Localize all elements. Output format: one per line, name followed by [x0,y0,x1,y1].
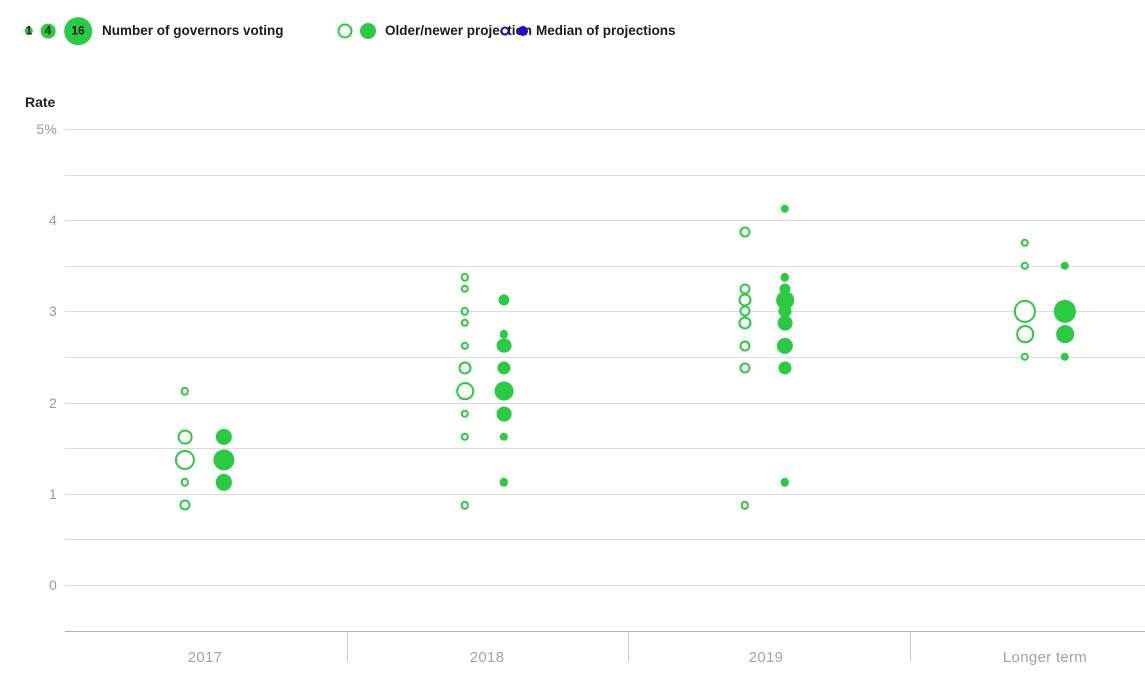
legend-size-bubble-icon [64,17,92,45]
dot-older-projection [174,449,196,470]
gridline [65,129,1145,130]
dot-newer-projection [494,381,514,401]
y-tick-label: 5% [36,121,57,137]
dot-older-projection [458,361,472,375]
y-tick-label: 3 [49,303,57,320]
x-axis-separator [910,632,911,662]
dot-newer-projection [215,474,233,491]
dot-older-projection [739,283,751,295]
dot-older-projection [460,307,470,316]
dot-newer-projection [778,304,792,318]
y-tick-label: 2 [49,394,57,411]
dot-older-projection [460,409,470,419]
dot-newer-projection [496,338,512,353]
dot-newer-projection [780,272,790,282]
dot-older-projection [1020,352,1030,362]
median-filled-icon [518,26,528,36]
dot-older-projection [1020,238,1030,248]
dot-newer-projection [499,329,509,339]
dot-older-projection [460,432,470,441]
gridline [65,265,1145,267]
dot-older-projection [739,340,751,352]
older-projection-icon [337,23,353,39]
y-tick-label: 1 [49,485,57,502]
dot-newer-projection [213,449,235,471]
dot-older-projection [738,293,752,307]
dot-newer-projection [776,291,794,309]
gridline [65,402,1145,404]
legend-size-label: Number of governors voting [102,23,284,39]
dot-older-projection [177,429,193,445]
dot-older-projection [460,272,470,282]
dot-older-projection [739,226,751,238]
dot-newer-projection [780,478,790,487]
gridline [65,493,1145,495]
y-axis-title: Rate [25,94,56,110]
dot-newer-projection [779,283,791,295]
dot-older-projection [460,284,470,293]
dot-newer-projection [1056,325,1074,344]
x-axis-separator [628,632,629,662]
legend-size-bubble-icon [40,23,56,39]
x-category-label: 2018 [469,649,505,666]
dot-older-projection [1020,261,1030,270]
dot-newer-projection [1060,352,1070,362]
x-category-label: 2017 [187,649,223,666]
dot-newer-projection [777,315,793,331]
dot-older-projection [1013,300,1037,323]
dot-newer-projection [778,361,792,375]
y-tick-label: 4 [49,212,57,229]
x-axis-separator [347,632,348,662]
gridline [65,448,1145,450]
median-open-icon [500,26,510,36]
dot-newer-projection [1060,261,1070,270]
dot-older-projection [740,500,750,510]
dot-newer-projection [499,478,509,487]
dot-newer-projection [499,432,509,441]
gridline [65,357,1145,358]
newer-projection-icon [360,23,376,39]
legend-size-number: 16 [71,23,85,38]
dot-newer-projection [1053,300,1077,323]
legend-size-number: 1 [25,23,33,38]
dot-older-projection [179,499,191,511]
dot-newer-projection [776,337,794,354]
dot-newer-projection [496,406,512,422]
dot-older-projection [1016,325,1034,344]
x-category-label: 2019 [748,649,784,666]
y-tick-label: 0 [49,577,57,593]
dot-older-projection [460,341,470,350]
dot-older-projection [739,305,751,317]
gridline [65,174,1145,176]
gridline [65,220,1145,222]
dot-newer-projection [497,361,511,375]
dot-older-projection [738,316,752,330]
x-category-label: Longer term [1002,649,1088,666]
dot-older-projection [460,500,470,510]
dot-newer-projection [215,428,233,445]
legend: Number of governors voting Older/newer p… [0,0,1145,62]
dot-older-projection [180,478,190,487]
gridline [65,311,1145,313]
legend-median-label: Median of projections [536,23,676,39]
dot-older-projection [456,382,474,401]
legend-size-number: 4 [44,23,52,38]
dot-older-projection [460,318,470,327]
dot-older-projection [180,386,190,396]
gridline [65,585,1145,586]
dot-newer-projection [498,294,510,306]
legend-size-bubble-icon [24,26,34,36]
x-axis-line [65,630,1145,632]
dot-newer-projection [780,204,790,213]
dot-older-projection [739,362,751,374]
legend-projection-label: Older/newer projection [385,23,533,39]
gridline [65,539,1145,541]
